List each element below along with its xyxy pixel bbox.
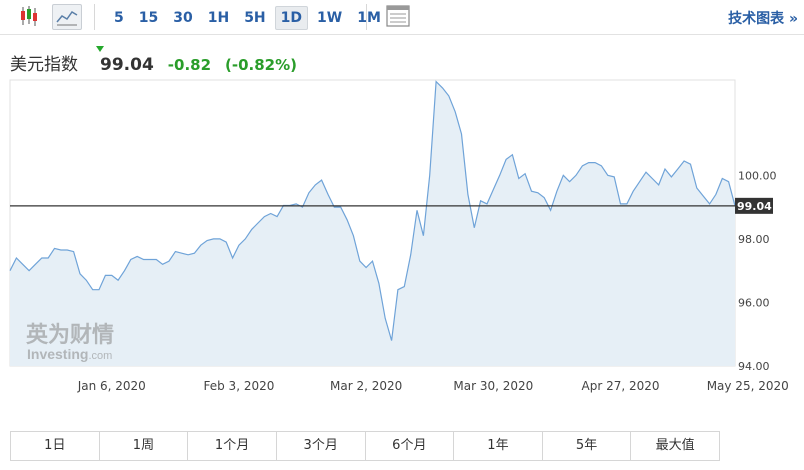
- price-chart[interactable]: 英为财情 Investing.com 99.04 94.00 96.00 98.00…: [0, 70, 804, 400]
- instrument-name: 美元指数: [10, 55, 78, 75]
- x-tick-label: Apr 27, 2020: [582, 379, 660, 393]
- interval-button[interactable]: 15: [138, 10, 159, 26]
- interval-selector: 5 15 30 1H 5H 1D 1W 1M: [108, 6, 390, 30]
- interval-button[interactable]: 5: [114, 10, 124, 26]
- x-tick-label: Jan 6, 2020: [77, 379, 146, 393]
- y-tick-label: 94.00: [738, 360, 770, 373]
- y-tick-label: 100.00: [738, 169, 777, 182]
- x-tick-label: Mar 30, 2020: [453, 379, 533, 393]
- interval-button[interactable]: 1M: [357, 10, 381, 26]
- range-button[interactable]: 1年: [454, 432, 543, 460]
- status-arrow-icon: [96, 46, 104, 52]
- range-button[interactable]: 3个月: [277, 432, 366, 460]
- range-button[interactable]: 6个月: [366, 432, 455, 460]
- watermark-cn: 英为财情: [26, 322, 114, 348]
- current-price-label: 99.04: [737, 200, 772, 213]
- x-tick-label: Mar 2, 2020: [330, 379, 402, 393]
- range-button[interactable]: 1个月: [188, 432, 277, 460]
- last-price: 99.04: [100, 55, 154, 75]
- range-button[interactable]: 最大值: [655, 438, 695, 453]
- chart-toolbar: 5 15 30 1H 5H 1D 1W 1M 技术图表 »: [0, 0, 804, 35]
- y-axis: 94.00 96.00 98.00 100.00: [738, 169, 777, 373]
- price-change-percent: (-0.82%): [225, 56, 298, 74]
- quote-header: 美元指数 99.04 -0.82 (-0.82%): [10, 46, 298, 75]
- y-tick-label: 96.00: [738, 296, 770, 309]
- toolbar-divider: [94, 4, 95, 30]
- x-tick-label: May 25, 2020: [707, 379, 789, 393]
- watermark-en: Investing.com: [27, 346, 112, 362]
- price-line: [9, 80, 736, 341]
- technical-chart-link[interactable]: 技术图表 »: [728, 11, 798, 27]
- price-area-fill: [10, 81, 735, 366]
- candlestick-icon[interactable]: [16, 4, 44, 28]
- toolbar-divider: [366, 4, 367, 30]
- interval-button[interactable]: 1H: [207, 10, 230, 26]
- price-change: -0.82: [167, 56, 212, 74]
- interval-button[interactable]: 1W: [317, 10, 343, 26]
- range-button[interactable]: 1日: [11, 432, 100, 460]
- interval-button[interactable]: 30: [173, 10, 193, 26]
- area-chart-icon[interactable]: [52, 4, 82, 30]
- y-tick-label: 98.00: [738, 233, 770, 246]
- interval-button[interactable]: 5H: [244, 10, 266, 26]
- range-button[interactable]: 5年: [543, 432, 632, 460]
- current-price-tag: [735, 197, 773, 214]
- table-icon[interactable]: [384, 4, 412, 28]
- interval-button[interactable]: 1D: [274, 6, 309, 30]
- x-axis: Jan 6, 2020 Feb 3, 2020 Mar 2, 2020 Mar 30,…: [77, 379, 789, 393]
- watermark-logo: 英为财情 Investing.com: [26, 322, 114, 362]
- range-button[interactable]: 1周: [100, 432, 189, 460]
- range-selector: 1日 1周 1个月 3个月 6个月 1年 5年 最大值: [10, 431, 720, 461]
- x-tick-label: Feb 3, 2020: [204, 379, 275, 393]
